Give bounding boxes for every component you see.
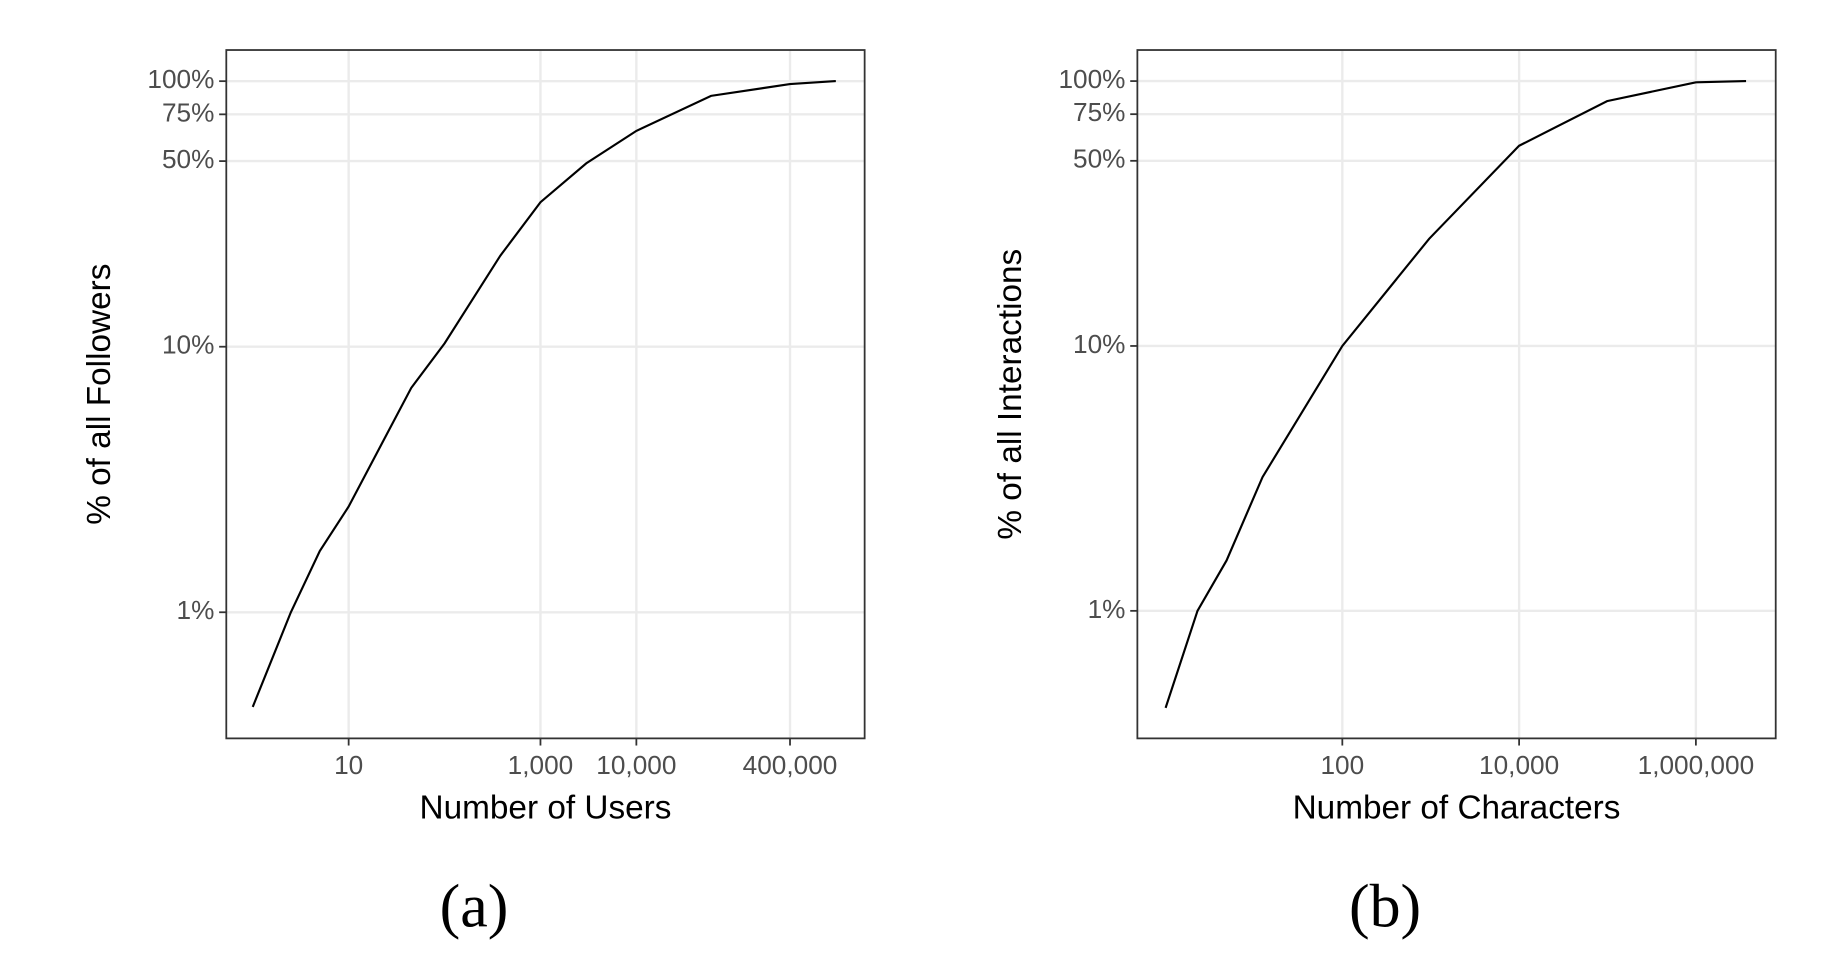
y-tick-label: 75% (1073, 97, 1125, 127)
y-tick-label: 100% (147, 64, 214, 94)
x-axis-title: Number of Characters (1293, 790, 1621, 827)
y-tick-label: 75% (162, 97, 214, 127)
x-tick-label: 100 (1320, 750, 1364, 780)
x-axis-title: Number of Users (420, 790, 672, 827)
caption: (b) (1349, 872, 1421, 940)
y-tick-label: 1% (177, 595, 215, 625)
y-tick-label: 50% (162, 144, 214, 174)
y-tick-label: 100% (1058, 64, 1125, 94)
x-tick-label: 1,000,000 (1638, 750, 1755, 780)
y-tick-label: 10% (162, 330, 214, 360)
y-axis-title: % of all Followers (81, 264, 118, 525)
x-tick-label: 10,000 (596, 750, 676, 780)
panel-border (1136, 49, 1777, 740)
panel-border (225, 49, 866, 740)
x-tick-label: 1,000 (508, 750, 574, 780)
y-tick-label: 50% (1073, 144, 1125, 174)
y-tick-label: 1% (1088, 594, 1126, 624)
x-tick-label: 400,000 (743, 750, 838, 780)
y-axis-title: % of all Interactions (992, 249, 1029, 540)
x-tick-label: 10 (334, 750, 363, 780)
caption: (a) (440, 872, 509, 940)
line (1164, 80, 1747, 709)
x-tick-label: 10,000 (1479, 750, 1559, 780)
y-tick-label: 10% (1073, 329, 1125, 359)
line (251, 80, 836, 708)
